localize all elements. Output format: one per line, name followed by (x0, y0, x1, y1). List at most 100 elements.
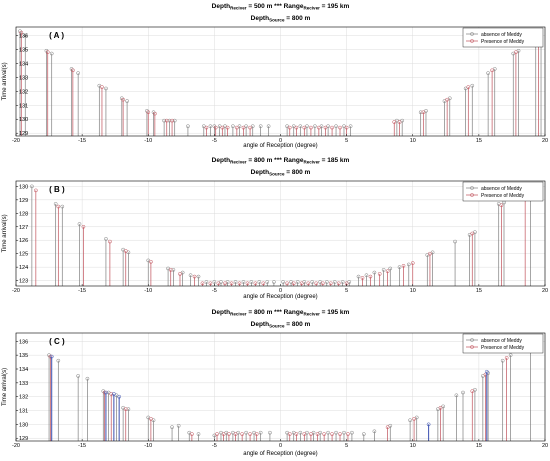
stem-marker (377, 272, 382, 276)
stem-marker (364, 273, 369, 278)
stem-marker (309, 125, 313, 130)
stem-marker (56, 358, 61, 363)
stem-marker (176, 423, 181, 428)
x-tick-label: -5 (212, 443, 217, 449)
stem-marker (49, 51, 54, 56)
stem-marker (19, 30, 24, 35)
x-tick-label: 5 (345, 443, 348, 449)
stem-marker (162, 118, 166, 123)
chart-title-part: Reciver (230, 160, 247, 165)
panel-a: DepthReciver = 500 m *** RangeReciver = … (2, 3, 548, 149)
chart-subtitle: DepthSource = 800 m (251, 321, 311, 329)
stem-marker (109, 392, 114, 396)
stem-marker (200, 281, 205, 286)
x-tick-label: 0 (279, 288, 282, 294)
chart-subtitle-part: Source (269, 172, 285, 177)
legend-presence-marker (470, 345, 474, 349)
stem-marker (237, 281, 242, 286)
stem-marker (294, 125, 299, 130)
stem-marker (381, 267, 386, 272)
stem-marker (514, 50, 518, 55)
x-tick-label: -15 (78, 288, 86, 294)
stem-marker (71, 68, 75, 73)
stem-marker (56, 204, 61, 209)
x-tick-label: 15 (476, 288, 482, 294)
legend-absence-label: absence of Meddy (481, 186, 522, 192)
stem-marker (336, 281, 341, 286)
chart-title: DepthReciver = 800 m *** RangeReciver = … (212, 157, 350, 165)
stem-marker (453, 239, 457, 244)
y-tick-label: 130 (19, 422, 28, 428)
stem-marker (344, 125, 349, 130)
stem-marker (49, 354, 54, 359)
stem-marker (454, 393, 459, 398)
stem-marker (302, 432, 307, 436)
stem-marker (149, 416, 153, 421)
stem-marker (421, 110, 426, 115)
x-tick-label: -5 (212, 288, 217, 294)
stem-marker (499, 203, 504, 208)
stem-marker (257, 280, 262, 284)
stem-marker (125, 99, 129, 103)
stem-marker (287, 432, 292, 436)
stem-marker (112, 392, 116, 396)
stem-marker (196, 274, 201, 279)
chart-title-part: = 195 km (320, 309, 350, 316)
stem-marker (328, 281, 333, 286)
stem-marker (285, 281, 289, 286)
stem-marker (104, 86, 108, 91)
stem-marker (470, 83, 475, 88)
chart-title-part: = 800 m *** Range (247, 309, 304, 316)
stem-marker (315, 432, 320, 436)
stem-marker (215, 432, 219, 436)
stem-marker (188, 273, 193, 278)
stem-marker (410, 261, 415, 265)
panel-label: ( B ) (49, 185, 65, 194)
stem-marker (334, 124, 338, 129)
legend-presence-label: Presence of Meddy (481, 39, 525, 45)
stem-marker (294, 432, 299, 436)
legend-absence-label: absence of Meddy (481, 338, 522, 344)
y-tick-label: 130 (19, 117, 28, 123)
chart-subtitle-part: Source (269, 324, 285, 329)
stem-marker (309, 432, 313, 436)
stem-marker (190, 432, 194, 436)
y-tick-label: 123 (19, 279, 28, 285)
x-axis-label: angle of Reception (degree) (243, 294, 317, 300)
y-tick-label: 127 (19, 225, 28, 231)
chart-title-part: = 185 km (320, 157, 350, 164)
stem-marker (298, 430, 303, 435)
stem-marker (196, 432, 201, 436)
stem-marker (104, 390, 108, 395)
legend-box (462, 181, 544, 202)
stem-marker (265, 280, 270, 284)
stem-marker (241, 125, 246, 130)
stem-marker (261, 281, 266, 286)
y-tick-label: 124 (19, 265, 28, 271)
legend-presence-marker (470, 39, 474, 43)
legend-absence-marker (470, 32, 474, 36)
stem-marker (295, 280, 300, 284)
stem-marker (231, 124, 235, 129)
stem-marker (76, 71, 81, 75)
stem-marker (385, 425, 390, 430)
y-tick-label: 125 (19, 252, 28, 258)
stem-marker (117, 394, 122, 399)
stem-marker (368, 274, 373, 279)
stem-marker (23, 33, 28, 38)
stem-marker (361, 432, 366, 436)
y-axis-label: Time arrival(s) (2, 214, 8, 252)
stem-marker (317, 125, 321, 130)
chart-title-part: Depth (212, 157, 230, 164)
stem-marker (254, 432, 259, 436)
stem-marker (314, 281, 319, 286)
stem-marker (412, 416, 416, 421)
stem-marker (149, 259, 153, 264)
stem-marker (213, 125, 218, 130)
stem-marker (108, 239, 112, 244)
stem-marker (268, 430, 272, 435)
stem-marker (338, 432, 342, 436)
stem-marker (266, 124, 271, 129)
stem-marker (164, 118, 169, 123)
